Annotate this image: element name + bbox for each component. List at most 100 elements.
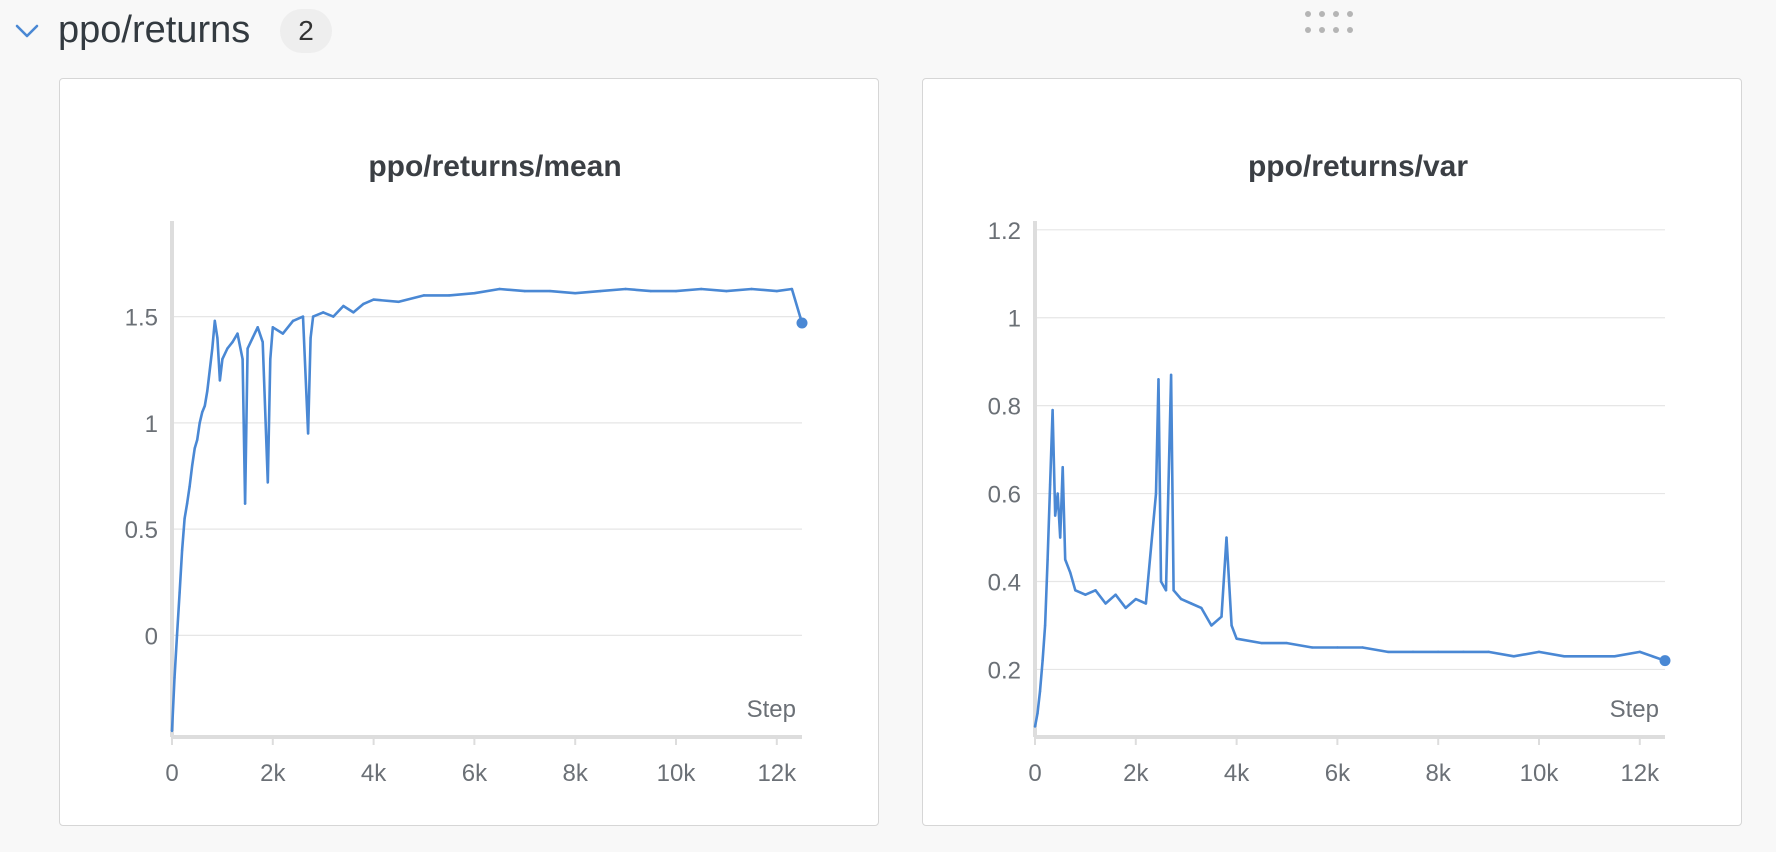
data-point <box>1487 650 1490 654</box>
data-point <box>1311 646 1314 649</box>
data-point <box>1537 650 1541 654</box>
data-point <box>1059 536 1062 539</box>
data-point <box>251 336 254 340</box>
data-point <box>261 340 264 344</box>
data-point <box>271 326 274 329</box>
data-point <box>1134 597 1137 601</box>
panel-count-badge: 2 <box>280 9 332 53</box>
data-point <box>306 432 310 435</box>
data-point <box>309 336 312 340</box>
y-tick-label: 0 <box>145 623 158 650</box>
chart-panel-returns-mean[interactable]: ppo/returns/mean 0 0.5 1 1.5 0 2k 4k 6k 8k 10k 12k S… <box>59 78 879 826</box>
data-point <box>243 502 247 505</box>
y-tick-label: 0.2 <box>988 657 1021 684</box>
y-tick-label: 1.5 <box>125 305 158 332</box>
x-tick-label: 4k <box>361 760 387 787</box>
x-tick-label: 10k <box>657 760 697 787</box>
data-point <box>1043 624 1047 627</box>
data-point <box>352 311 355 314</box>
data-point <box>180 549 184 552</box>
data-point <box>291 319 295 323</box>
data-point <box>1164 589 1168 592</box>
data-point <box>1563 655 1566 658</box>
data-point <box>1064 558 1067 561</box>
data-point <box>1038 690 1042 693</box>
data-point <box>362 302 365 306</box>
data-point <box>473 292 476 295</box>
data-point <box>1230 624 1233 627</box>
data-point <box>1260 641 1263 645</box>
data-point <box>1210 624 1213 627</box>
data-point <box>1036 712 1039 715</box>
y-tick-label: 1 <box>145 411 158 438</box>
data-point <box>1235 637 1238 640</box>
chart-title: ppo/returns/mean <box>368 150 621 183</box>
data-point <box>548 289 552 293</box>
data-point <box>1179 597 1183 601</box>
data-point <box>170 729 174 733</box>
chart-panel-returns-var[interactable]: ppo/returns/var 0.2 0.4 0.6 0.8 1 1.2 0 2k 4k 6k 8k… <box>922 78 1742 826</box>
data-point <box>206 389 209 393</box>
data-point <box>185 502 189 505</box>
data-point <box>775 289 778 293</box>
section-header: ppo/returns 2 <box>0 0 1776 60</box>
data-point <box>448 294 451 297</box>
data-point <box>246 347 249 350</box>
data-point <box>498 287 501 291</box>
data-point <box>1190 602 1193 605</box>
chart-returns-var: ppo/returns/var 0.2 0.4 0.6 0.8 1 1.2 0 2k 4k 6k 8k… <box>988 150 1671 787</box>
data-point <box>574 292 577 295</box>
y-tick-label: 0.6 <box>988 482 1021 509</box>
data-point <box>372 298 375 301</box>
data-point <box>1361 646 1364 649</box>
data-point <box>213 319 217 323</box>
data-point <box>188 485 191 488</box>
data-point <box>221 357 224 361</box>
y-tick-label: 0.8 <box>988 394 1021 421</box>
data-point <box>322 311 325 314</box>
data-point <box>422 294 426 297</box>
data-point <box>266 481 269 484</box>
data-point <box>1069 571 1072 574</box>
data-point <box>173 676 176 680</box>
y-tick-label: 0.4 <box>988 570 1021 597</box>
data-point <box>1048 483 1052 486</box>
data-point <box>256 326 259 329</box>
data-point <box>190 464 194 467</box>
data-point <box>523 289 526 293</box>
data-point <box>1220 615 1223 618</box>
y-tick-label: 1 <box>1008 306 1021 333</box>
data-point <box>1157 378 1160 381</box>
x-tick-label: 0 <box>165 760 178 787</box>
data-point <box>1285 641 1289 645</box>
chevron-down-icon[interactable] <box>12 16 42 46</box>
x-tick-label: 12k <box>1620 760 1660 787</box>
data-point <box>725 289 728 293</box>
x-axis-label: Step <box>1610 696 1659 723</box>
data-point <box>1512 655 1515 658</box>
chart-title: ppo/returns/var <box>1248 150 1468 183</box>
x-tick-label: 2k <box>260 760 286 787</box>
series-line <box>1033 373 1666 727</box>
data-point <box>1336 646 1339 649</box>
data-point <box>674 289 678 293</box>
data-point <box>269 357 272 361</box>
drag-handle-icon[interactable] <box>1300 8 1372 38</box>
data-point <box>700 287 703 291</box>
data-point <box>1613 655 1616 658</box>
last-value-marker <box>1659 655 1671 667</box>
section-title[interactable]: ppo/returns <box>58 9 251 51</box>
data-point <box>178 591 181 595</box>
data-point <box>198 421 201 425</box>
x-tick-label: 10k <box>1520 760 1560 787</box>
data-point <box>1046 558 1049 561</box>
data-point <box>1053 514 1057 517</box>
data-point <box>1114 593 1117 596</box>
data-point <box>332 315 335 318</box>
data-point <box>1386 650 1389 654</box>
data-point <box>1169 373 1173 377</box>
data-point <box>216 336 219 340</box>
data-point <box>311 315 315 318</box>
data-point <box>1588 655 1591 658</box>
data-point <box>208 368 211 371</box>
